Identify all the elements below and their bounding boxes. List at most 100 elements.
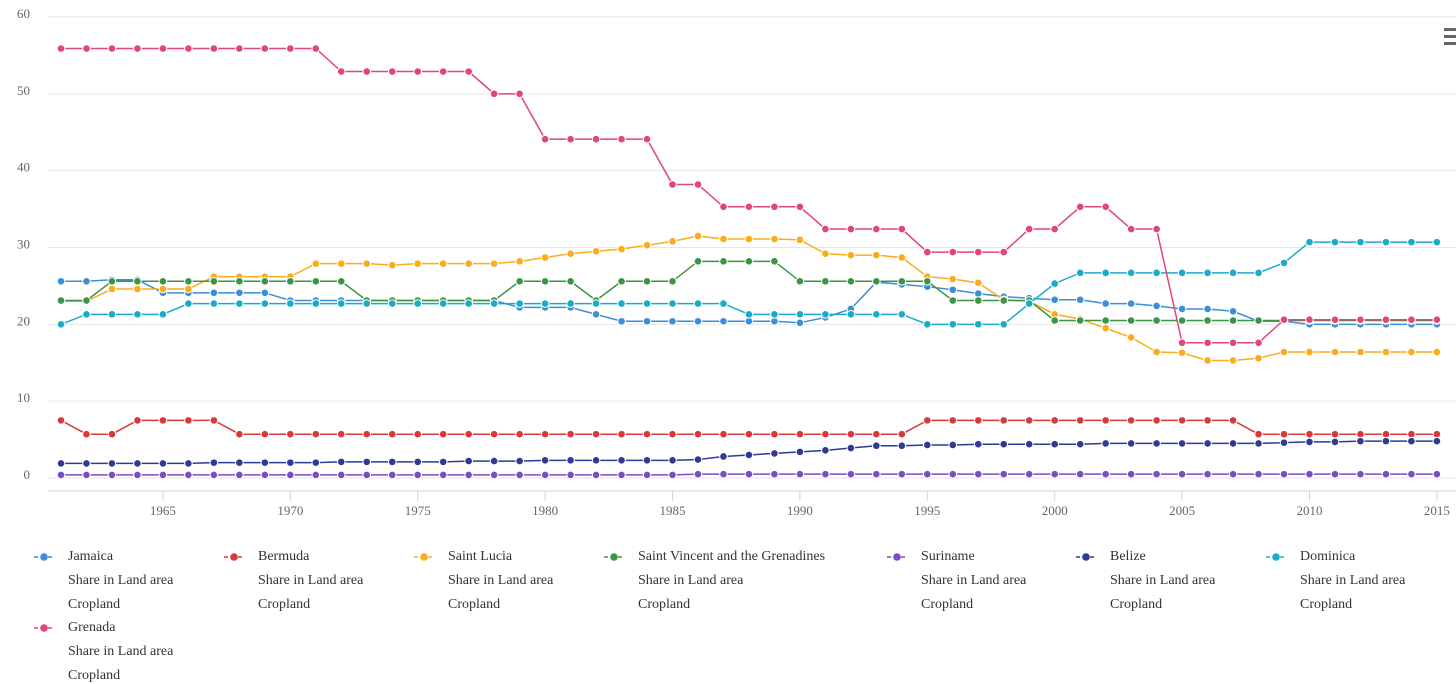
data-point xyxy=(973,416,983,425)
data-point xyxy=(821,277,830,286)
data-point xyxy=(642,299,652,308)
data-point xyxy=(948,320,958,329)
data-point xyxy=(311,277,321,286)
legend-item-name: Cropland xyxy=(448,597,500,612)
legend-item: Saint Lucia Share in Land area Cropland xyxy=(414,549,554,612)
data-point xyxy=(566,277,575,286)
legend-item-name: Cropland xyxy=(1110,597,1162,612)
data-point xyxy=(107,284,117,294)
data-point xyxy=(82,310,91,319)
data-point xyxy=(56,320,66,329)
data-point xyxy=(540,456,550,465)
data-point xyxy=(1432,347,1442,357)
y-tick-label: 30 xyxy=(17,236,30,251)
data-point xyxy=(846,429,856,439)
data-point xyxy=(1203,338,1212,348)
data-point xyxy=(362,259,372,268)
legend-item-name: Cropland xyxy=(921,597,973,612)
data-point xyxy=(107,277,117,286)
data-point xyxy=(1101,416,1110,425)
data-point xyxy=(795,310,805,319)
data-point xyxy=(1330,469,1340,479)
data-point xyxy=(566,470,575,480)
data-point xyxy=(744,429,754,439)
data-point xyxy=(464,67,473,76)
data-point xyxy=(438,259,448,268)
data-point xyxy=(668,429,677,439)
data-point xyxy=(184,44,193,53)
legend-element: Share in Land area xyxy=(68,573,174,588)
data-point xyxy=(235,277,244,286)
data-point xyxy=(897,429,907,439)
data-point xyxy=(795,447,805,457)
data-point xyxy=(1126,299,1136,308)
data-point xyxy=(1126,224,1136,234)
data-point xyxy=(846,277,856,286)
data-point xyxy=(1330,437,1340,447)
data-point xyxy=(795,202,805,212)
data-point xyxy=(642,316,652,326)
data-point xyxy=(1381,436,1391,446)
data-point xyxy=(336,259,346,268)
menu-button[interactable] xyxy=(1444,28,1456,45)
data-point xyxy=(1024,224,1034,234)
data-point xyxy=(1126,268,1136,278)
legend-label: Saint Lucia xyxy=(448,549,513,564)
series-line xyxy=(61,47,1437,344)
data-point xyxy=(897,469,907,479)
data-point xyxy=(617,316,626,326)
data-point xyxy=(1407,347,1416,357)
data-point xyxy=(1075,268,1085,278)
data-point xyxy=(464,299,473,308)
data-point xyxy=(973,320,983,329)
data-point xyxy=(387,470,397,480)
data-point xyxy=(133,310,142,319)
data-point xyxy=(1177,416,1187,425)
x-tick-label: 2000 xyxy=(1042,503,1068,518)
data-point xyxy=(107,310,117,319)
data-point xyxy=(209,416,219,425)
data-point xyxy=(1152,316,1161,325)
data-point xyxy=(82,459,91,468)
data-point xyxy=(821,469,830,479)
data-point xyxy=(1279,258,1289,268)
data-point xyxy=(1024,416,1034,425)
data-point xyxy=(260,44,270,53)
data-point xyxy=(107,459,117,468)
legend-item-name: Cropland xyxy=(1300,597,1352,612)
data-point xyxy=(1152,224,1161,234)
data-point xyxy=(1356,237,1365,247)
data-point xyxy=(260,277,270,286)
legend-symbol xyxy=(40,553,48,561)
data-point xyxy=(286,458,295,467)
data-point xyxy=(1305,315,1314,325)
data-point xyxy=(387,299,397,308)
data-point xyxy=(1126,439,1136,448)
data-point xyxy=(56,470,66,480)
data-point xyxy=(617,456,626,465)
data-point xyxy=(1203,268,1212,278)
data-point xyxy=(846,469,856,479)
data-point xyxy=(1305,237,1314,247)
data-point xyxy=(362,67,372,76)
data-point xyxy=(1075,316,1085,325)
data-point xyxy=(1254,268,1263,278)
legend-label: Grenada xyxy=(68,620,116,635)
data-point xyxy=(821,224,830,234)
data-point xyxy=(209,458,219,467)
data-point xyxy=(693,257,703,266)
data-point xyxy=(235,299,244,308)
data-point xyxy=(1050,416,1059,425)
data-point xyxy=(1330,315,1340,325)
data-point xyxy=(1203,316,1212,325)
data-point xyxy=(336,457,346,467)
data-point xyxy=(387,429,397,439)
data-point xyxy=(1177,338,1187,348)
data-point xyxy=(1228,469,1238,479)
data-point xyxy=(235,458,244,467)
data-point xyxy=(923,320,932,329)
x-tick-label: 1985 xyxy=(660,503,686,518)
data-point xyxy=(1177,304,1187,314)
data-point xyxy=(438,470,448,480)
